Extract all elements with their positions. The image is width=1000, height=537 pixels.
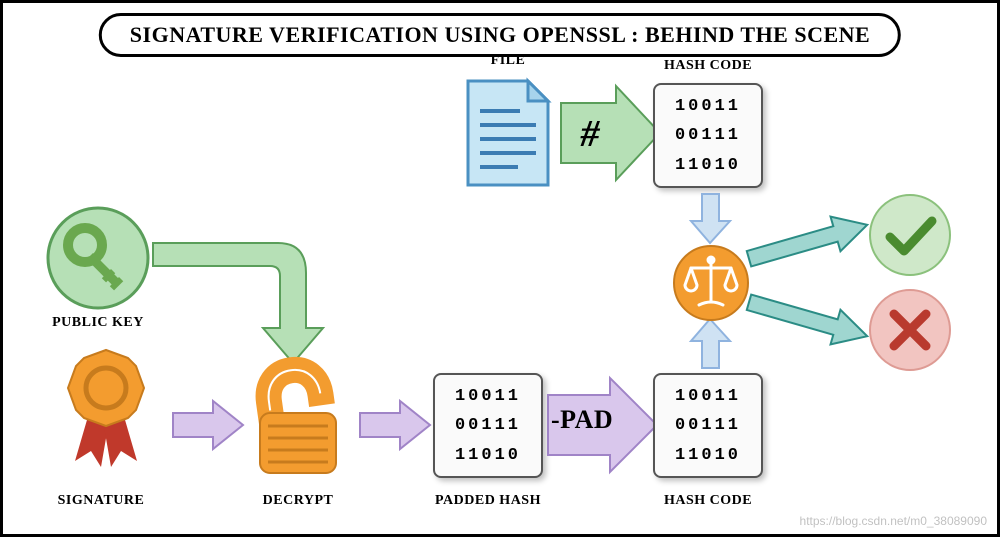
arrow-hash-op-icon: # — [558, 83, 663, 183]
watermark-text: https://blog.csdn.net/m0_38089090 — [800, 514, 987, 528]
hash-code-top-box: 10011 00111 11010 — [653, 83, 763, 188]
bin-row: 00111 — [675, 417, 741, 434]
arrow-top-to-compare-icon — [688, 191, 733, 246]
arrow-key-to-decrypt-icon — [148, 218, 348, 368]
public-key-icon — [43, 203, 153, 313]
pad-op-label: -PAD — [551, 405, 613, 435]
hash-code-bottom-label: HASH CODE — [643, 493, 773, 509]
bin-row: 00111 — [675, 127, 741, 144]
fail-cross-icon — [868, 288, 953, 373]
arrow-decrypt-to-padded-icon — [355, 398, 435, 453]
file-icon — [458, 73, 558, 193]
bin-row: 11010 — [675, 447, 741, 464]
diagram-canvas: SIGNATURE VERIFICATION USING OPENSSL : B… — [0, 0, 1000, 537]
bin-row: 10011 — [675, 388, 741, 405]
arrow-sig-to-decrypt-icon — [168, 398, 248, 453]
diagram-title: SIGNATURE VERIFICATION USING OPENSSL : B… — [99, 13, 901, 57]
padded-hash-label: PADDED HASH — [423, 493, 553, 509]
hash-code-top-label: HASH CODE — [643, 58, 773, 74]
signature-icon — [51, 343, 161, 473]
hash-symbol: # — [580, 113, 601, 155]
bin-row: 10011 — [675, 98, 741, 115]
compare-scales-icon — [671, 243, 751, 323]
decrypt-label: DECRYPT — [243, 493, 353, 509]
bin-row: 00111 — [455, 417, 521, 434]
file-label: FILE — [458, 53, 558, 69]
bin-row: 10011 — [455, 388, 521, 405]
arrow-compare-to-fail-icon — [745, 283, 880, 343]
padded-hash-box: 10011 00111 11010 — [433, 373, 543, 478]
hash-code-bottom-box: 10011 00111 11010 — [653, 373, 763, 478]
arrow-compare-to-success-icon — [745, 218, 880, 278]
bin-row: 11010 — [455, 447, 521, 464]
success-check-icon — [868, 193, 953, 278]
arrow-bottom-to-compare-icon — [688, 316, 733, 371]
signature-label: SIGNATURE — [41, 493, 161, 509]
bin-row: 11010 — [675, 157, 741, 174]
decrypt-lock-icon — [243, 353, 353, 483]
public-key-label: PUBLIC KEY — [43, 315, 153, 331]
